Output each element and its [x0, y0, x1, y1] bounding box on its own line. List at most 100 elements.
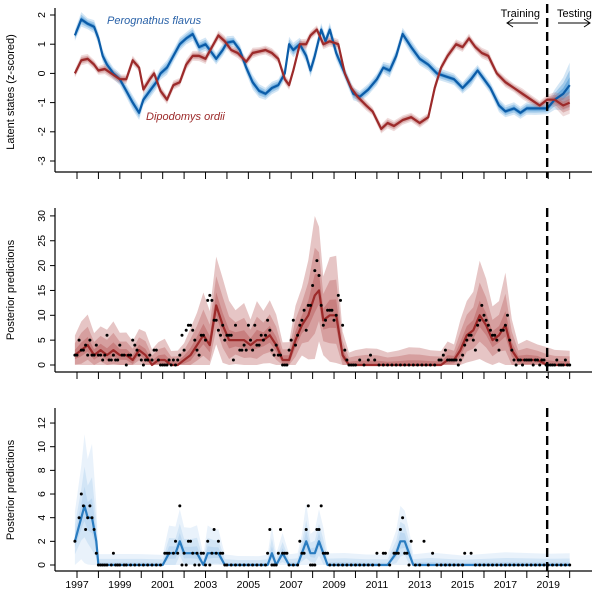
observed-point — [246, 323, 250, 327]
observed-point — [300, 318, 304, 322]
observed-point — [553, 363, 557, 367]
observed-point — [422, 539, 426, 543]
observed-point — [244, 348, 248, 352]
observed-point — [349, 363, 353, 367]
observed-point — [231, 358, 235, 362]
observed-point — [171, 358, 175, 362]
observed-point — [471, 338, 475, 342]
series-label-perognathus: Perognathus flavus — [107, 15, 202, 27]
observed-point — [152, 348, 156, 352]
observed-point — [163, 551, 167, 555]
observed-point — [240, 348, 244, 352]
observed-point — [317, 274, 321, 277]
observed-point — [156, 358, 160, 362]
observed-point — [105, 333, 109, 337]
observed-point — [493, 333, 497, 337]
observed-point — [268, 528, 272, 531]
observed-point — [81, 348, 85, 352]
observed-point — [223, 338, 227, 342]
observed-point — [180, 563, 184, 567]
observed-point — [540, 358, 544, 362]
observed-point — [448, 358, 452, 362]
observed-point — [341, 323, 345, 327]
observed-point — [133, 563, 137, 567]
observed-point — [559, 563, 563, 567]
observed-point — [428, 363, 432, 367]
observed-point — [499, 563, 503, 567]
observed-point — [381, 363, 385, 367]
observed-point — [84, 528, 88, 531]
observed-point — [538, 563, 542, 567]
testing-label: Testing — [557, 8, 592, 20]
observed-point — [77, 516, 81, 520]
observed-point — [270, 563, 274, 567]
observed-point — [551, 363, 554, 367]
observed-point — [201, 551, 205, 555]
observed-point — [463, 551, 467, 555]
observed-point — [313, 563, 317, 567]
panel-perognathus-predictions: 0 2 4 6 8 10 12 Posterior predictions 1997 1999… — [5, 408, 592, 591]
observed-point — [88, 338, 92, 342]
observed-point — [388, 563, 392, 567]
observed-point — [216, 539, 220, 543]
observed-point — [99, 353, 103, 357]
observed-point — [219, 551, 222, 555]
observed-point — [212, 318, 216, 322]
observed-point — [94, 551, 98, 555]
y-axis-label: Latent states (z-scored) — [5, 34, 17, 150]
y-tick-label: 4 — [36, 515, 48, 521]
observed-point — [450, 358, 454, 362]
observed-point — [523, 358, 527, 362]
observed-point — [99, 563, 103, 567]
x-tick-label: 2011 — [366, 579, 389, 591]
observed-point — [197, 563, 201, 567]
y-tick-label: 10 — [36, 309, 48, 321]
observed-point — [454, 358, 458, 362]
observed-point — [456, 563, 460, 567]
observed-point — [259, 563, 263, 567]
observed-point — [525, 563, 529, 567]
observed-point — [377, 563, 381, 567]
observed-point — [317, 528, 321, 531]
observed-point — [351, 363, 355, 367]
observed-point — [381, 551, 385, 555]
observed-point — [255, 563, 259, 567]
observed-point — [491, 563, 494, 567]
observed-point — [512, 563, 516, 567]
observed-point — [478, 563, 482, 567]
observed-point — [296, 563, 300, 567]
observed-point — [555, 563, 559, 567]
observed-point — [281, 363, 285, 367]
observed-point — [354, 563, 357, 567]
observed-point — [253, 323, 257, 327]
observed-point — [182, 551, 186, 555]
observed-point — [199, 333, 203, 337]
observed-point — [332, 318, 336, 322]
observed-point — [129, 353, 133, 357]
observed-point — [503, 563, 507, 567]
x-tick-label: 1999 — [108, 579, 132, 591]
observed-point — [426, 563, 430, 567]
observed-point — [403, 551, 407, 555]
observed-point — [476, 323, 480, 327]
observed-point — [176, 358, 180, 362]
observed-point — [324, 551, 327, 555]
observed-point — [345, 358, 349, 362]
observed-point — [103, 563, 107, 567]
observed-point — [92, 353, 96, 357]
observed-point — [521, 563, 524, 567]
observed-point — [497, 348, 501, 352]
observed-point — [529, 358, 533, 362]
observed-point — [456, 363, 460, 367]
observed-points — [73, 259, 572, 367]
observed-point — [171, 551, 175, 555]
observed-point — [283, 363, 287, 367]
y-tick-label: 8 — [36, 467, 48, 473]
observed-point — [568, 363, 572, 367]
observed-point — [461, 353, 465, 357]
observed-point — [150, 563, 154, 567]
observed-point — [116, 563, 120, 567]
observed-point — [165, 551, 169, 555]
observed-point — [92, 528, 96, 531]
observed-point — [371, 563, 375, 567]
